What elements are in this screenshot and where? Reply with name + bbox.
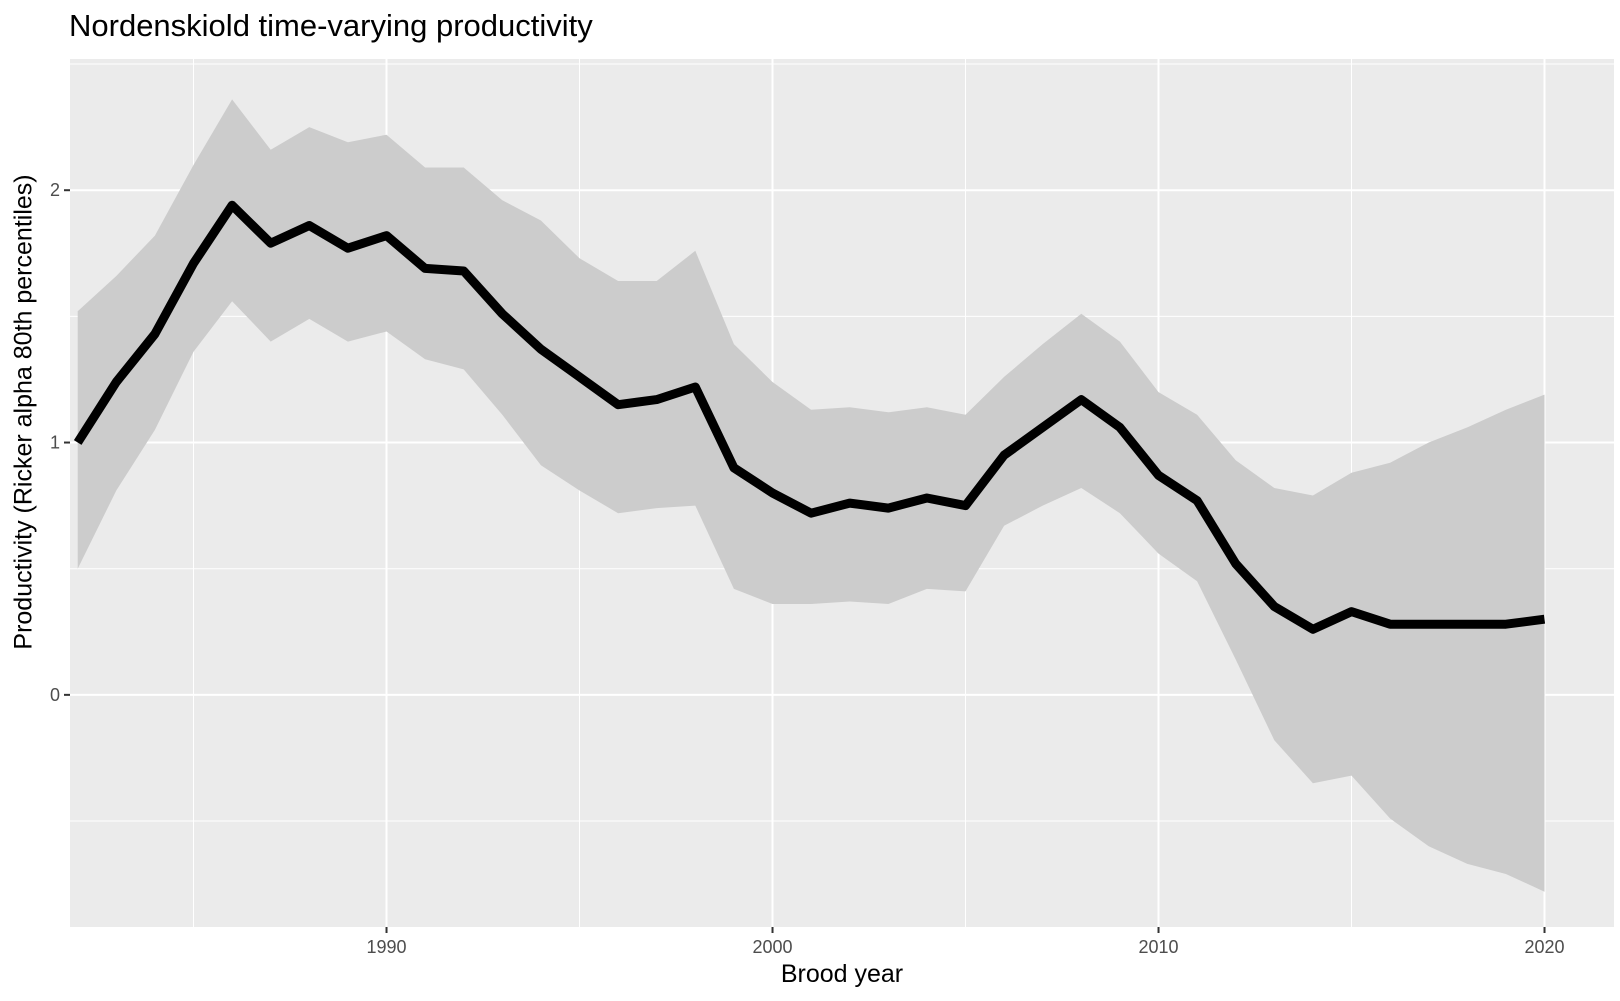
x-axis-label: Brood year [780, 960, 904, 988]
y-axis: 0 1 2 [50, 180, 70, 705]
percentile-ribbon [77, 99, 1545, 892]
y-tick-label: 1 [50, 433, 60, 453]
chart-title: Nordenskiold time-varying productivity [69, 8, 593, 43]
median-line [73, 200, 1546, 634]
x-tick-label: 2000 [752, 937, 792, 957]
y-tick-label: 0 [50, 685, 60, 705]
x-tick-label: 2020 [1524, 937, 1564, 957]
x-axis: 1990 2000 2010 2020 [366, 927, 1565, 957]
x-tick-label: 2010 [1138, 937, 1178, 957]
y-tick-label: 2 [50, 180, 60, 200]
x-tick-label: 1990 [366, 937, 406, 957]
y-axis-label: Productivity (Ricker alpha 80th percenti… [9, 174, 38, 650]
